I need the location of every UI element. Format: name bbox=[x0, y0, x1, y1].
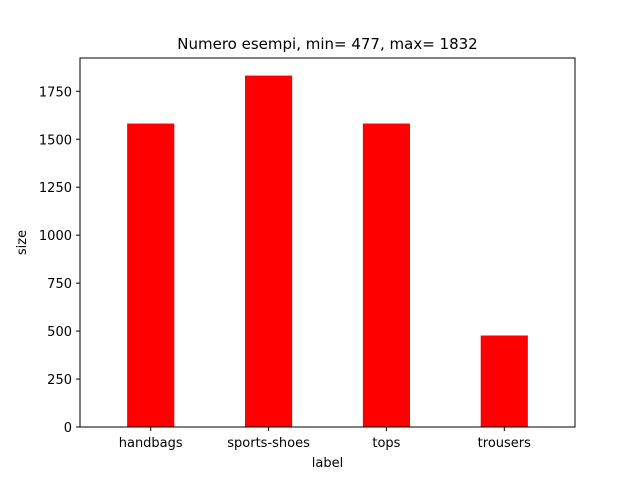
bar-sports-shoes bbox=[245, 75, 293, 428]
y-tick-label: 1000 bbox=[39, 229, 72, 244]
y-tick-label: 500 bbox=[47, 325, 72, 340]
y-tick-label: 0 bbox=[64, 421, 72, 436]
bar-trousers bbox=[480, 335, 528, 427]
bar-handbags bbox=[127, 123, 175, 427]
x-tick-label: tops bbox=[372, 436, 400, 451]
y-tick-label: 1250 bbox=[39, 181, 72, 196]
bars-group bbox=[127, 75, 528, 428]
y-tick-label: 1750 bbox=[39, 85, 72, 100]
y-tick-label: 1500 bbox=[39, 133, 72, 148]
x-tick-label: trousers bbox=[478, 436, 531, 451]
chart-title: Numero esempi, min= 477, max= 1832 bbox=[177, 35, 477, 53]
x-tick-label: sports-shoes bbox=[227, 436, 310, 451]
y-tick-label: 250 bbox=[47, 373, 72, 388]
y-tick-label: 750 bbox=[47, 277, 72, 292]
y-axis-ticks: 0 250 500 750 1000 1250 1500 1750 bbox=[39, 85, 80, 436]
x-tick-label: handbags bbox=[119, 436, 183, 451]
plot-frame bbox=[79, 57, 576, 428]
bar-tops bbox=[362, 123, 410, 427]
x-axis-label: label bbox=[312, 456, 343, 471]
y-axis-label: size bbox=[15, 230, 30, 255]
x-axis-ticks: handbags sports-shoes tops trousers bbox=[119, 427, 531, 451]
